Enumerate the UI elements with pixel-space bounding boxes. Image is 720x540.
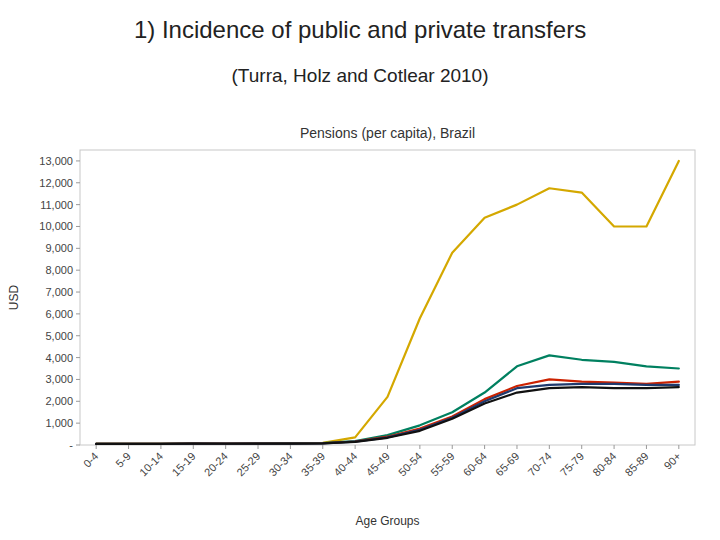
x-tick-label: 40-44 xyxy=(331,450,359,478)
x-tick xyxy=(678,445,679,449)
x-tick xyxy=(549,445,550,449)
x-tick-label: 65-69 xyxy=(493,450,521,478)
x-tick-label: 85-89 xyxy=(622,450,650,478)
y-tick xyxy=(76,204,80,205)
y-tick-label: 4,000 xyxy=(45,352,73,364)
y-tick-label: 3,000 xyxy=(45,373,73,385)
series-line xyxy=(96,384,679,444)
x-tick xyxy=(322,445,323,449)
y-axis: - 1,000 2,000 3,000 4,000 5,000 6,000 7,000 8,00… xyxy=(39,155,80,451)
title: 1) Incidence of public and private trans… xyxy=(134,16,586,43)
x-tick xyxy=(355,445,356,449)
x-tick xyxy=(160,445,161,449)
x-tick xyxy=(419,445,420,449)
y-tick xyxy=(76,313,80,314)
x-tick xyxy=(225,445,226,449)
series-line xyxy=(96,355,679,444)
x-tick xyxy=(452,445,453,449)
y-tick xyxy=(76,292,80,293)
x-tick-label: 45-49 xyxy=(364,450,392,478)
y-tick-label: 6,000 xyxy=(45,308,73,320)
x-tick xyxy=(290,445,291,449)
x-tick-label: 15-19 xyxy=(169,450,197,478)
y-axis-label: USD xyxy=(7,285,21,311)
x-tick-label: 10-14 xyxy=(137,450,165,478)
y-tick-label: 9,000 xyxy=(45,242,73,254)
x-tick xyxy=(646,445,647,449)
y-tick xyxy=(76,379,80,380)
x-tick-label: 5-9 xyxy=(113,450,133,470)
x-tick-label: 20-24 xyxy=(202,450,230,478)
x-tick xyxy=(258,445,259,449)
x-tick-label: 70-74 xyxy=(525,450,553,478)
y-tick xyxy=(76,335,80,336)
series-line xyxy=(96,387,679,444)
y-tick-label: 5,000 xyxy=(45,330,73,342)
x-tick xyxy=(128,445,129,449)
x-tick xyxy=(484,445,485,449)
series-line xyxy=(96,161,679,444)
y-tick-label: 11,000 xyxy=(40,199,73,211)
x-tick-label: 80-84 xyxy=(590,450,618,478)
x-tick xyxy=(614,445,615,449)
y-tick-label: 8,000 xyxy=(45,264,73,276)
y-tick xyxy=(76,248,80,249)
chart-title: Pensions (per capita), Brazil xyxy=(300,125,475,141)
y-tick xyxy=(76,357,80,358)
x-axis-label: Age Groups xyxy=(355,514,419,528)
x-tick-label: 35-39 xyxy=(299,450,327,478)
y-tick xyxy=(76,401,80,402)
chart: 1) Incidence of public and private trans… xyxy=(0,0,720,540)
x-tick xyxy=(516,445,517,449)
plot-frame xyxy=(80,150,695,445)
y-tick-label: 13,000 xyxy=(39,155,73,167)
y-tick-label: 12,000 xyxy=(39,177,73,189)
y-tick xyxy=(76,182,80,183)
y-tick-label: 1,000 xyxy=(45,417,73,429)
x-tick-label: 90+ xyxy=(662,450,684,472)
x-tick xyxy=(193,445,194,449)
y-tick xyxy=(76,226,80,227)
y-tick-label: 10,000 xyxy=(39,220,73,232)
x-tick-label: 25-29 xyxy=(234,450,262,478)
y-tick xyxy=(76,423,80,424)
y-tick-label: - xyxy=(69,439,73,451)
y-tick xyxy=(76,445,80,446)
lines xyxy=(96,161,679,444)
y-tick-label: 7,000 xyxy=(45,286,73,298)
x-tick-label: 75-79 xyxy=(558,450,586,478)
x-axis: 0-4 5-910-1415-1920-2425-2930-3435-3940-4… xyxy=(81,445,683,478)
x-tick-label: 30-34 xyxy=(266,450,294,478)
x-tick-label: 55-59 xyxy=(428,450,456,478)
y-tick-label: 2,000 xyxy=(45,395,73,407)
x-tick-label: 50-54 xyxy=(396,450,424,478)
subtitle: (Turra, Holz and Cotlear 2010) xyxy=(232,65,489,86)
y-tick xyxy=(76,270,80,271)
x-tick-label: 0-4 xyxy=(81,450,101,470)
y-tick xyxy=(76,160,80,161)
x-tick xyxy=(96,445,97,449)
x-tick xyxy=(387,445,388,449)
x-tick xyxy=(581,445,582,449)
series-line xyxy=(96,379,679,443)
x-tick-label: 60-64 xyxy=(461,450,489,478)
